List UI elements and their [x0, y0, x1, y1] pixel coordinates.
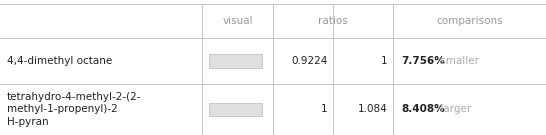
Text: 1: 1: [321, 104, 328, 114]
Bar: [209, 54, 262, 68]
Text: 0.9224: 0.9224: [291, 56, 328, 66]
Text: 7.756%: 7.756%: [401, 56, 445, 66]
Text: ratios: ratios: [318, 16, 348, 26]
Text: 8.408%: 8.408%: [401, 104, 445, 114]
Text: larger: larger: [437, 104, 471, 114]
Text: tetrahydro-4-methyl-2-(2-
methyl-1-propenyl)-2
H-pyran: tetrahydro-4-methyl-2-(2- methyl-1-prope…: [7, 92, 141, 127]
Text: 4,4-dimethyl octane: 4,4-dimethyl octane: [7, 56, 112, 66]
Text: visual: visual: [222, 16, 253, 26]
Text: 1.084: 1.084: [358, 104, 388, 114]
Text: comparisons: comparisons: [436, 16, 503, 26]
Text: 1: 1: [381, 56, 388, 66]
Bar: [209, 103, 262, 116]
Text: smaller: smaller: [437, 56, 479, 66]
